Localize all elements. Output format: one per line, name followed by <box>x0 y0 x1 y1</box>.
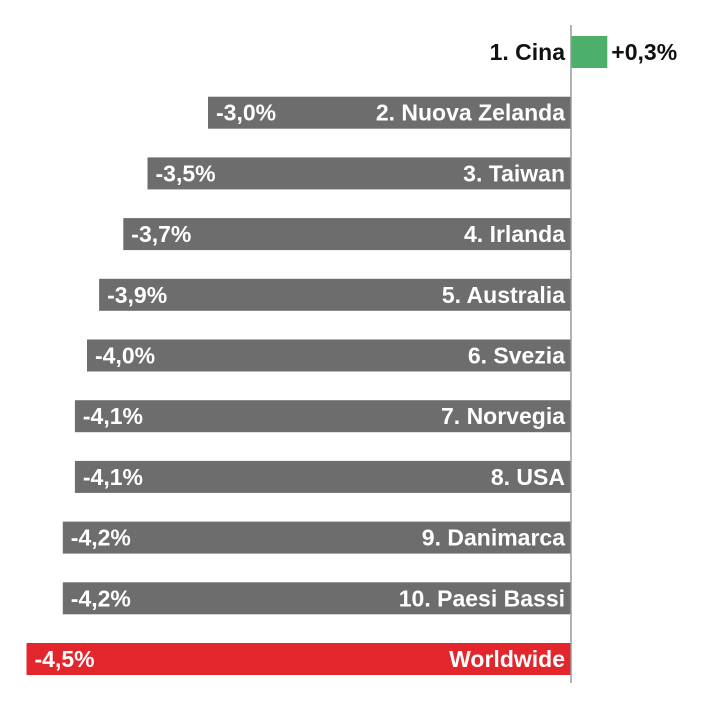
bar-9 <box>62 521 572 554</box>
category-label: 10. Paesi Bassi <box>399 585 565 611</box>
bar-11 <box>26 643 571 675</box>
category-label: 2. Nuova Zelanda <box>376 100 565 126</box>
bar-6 <box>87 339 571 372</box>
value-label: -3,5% <box>156 160 216 186</box>
value-label: -3,0% <box>216 100 276 126</box>
bar-8 <box>74 460 572 493</box>
category-label: 6. Svezia <box>468 343 565 369</box>
value-label: -4,1% <box>83 403 143 429</box>
value-label: -4,2% <box>71 525 131 551</box>
bar-2 <box>208 96 571 129</box>
category-label: 5. Australia <box>442 282 565 308</box>
category-label: 7. Norvegia <box>441 403 565 429</box>
value-label: -4,2% <box>71 585 131 611</box>
bar-5 <box>99 278 571 311</box>
bar-4 <box>123 218 572 251</box>
bar-3 <box>147 157 571 190</box>
category-label: Worldwide <box>449 646 565 672</box>
category-label: 4. Irlanda <box>464 221 565 247</box>
bar-1 <box>571 36 608 68</box>
value-label: -4,1% <box>83 464 143 490</box>
value-label: -3,7% <box>131 221 191 247</box>
value-label: -4,0% <box>95 343 155 369</box>
category-label: 8. USA <box>491 464 565 490</box>
category-label: 1. Cina <box>490 39 566 65</box>
value-label: -4,5% <box>35 646 95 672</box>
bar-10 <box>62 582 572 615</box>
category-label: 3. Taiwan <box>463 160 565 186</box>
category-label: 9. Danimarca <box>422 525 565 551</box>
value-label: -3,9% <box>107 282 167 308</box>
bar-7 <box>74 400 572 433</box>
value-label: +0,3% <box>611 39 677 65</box>
